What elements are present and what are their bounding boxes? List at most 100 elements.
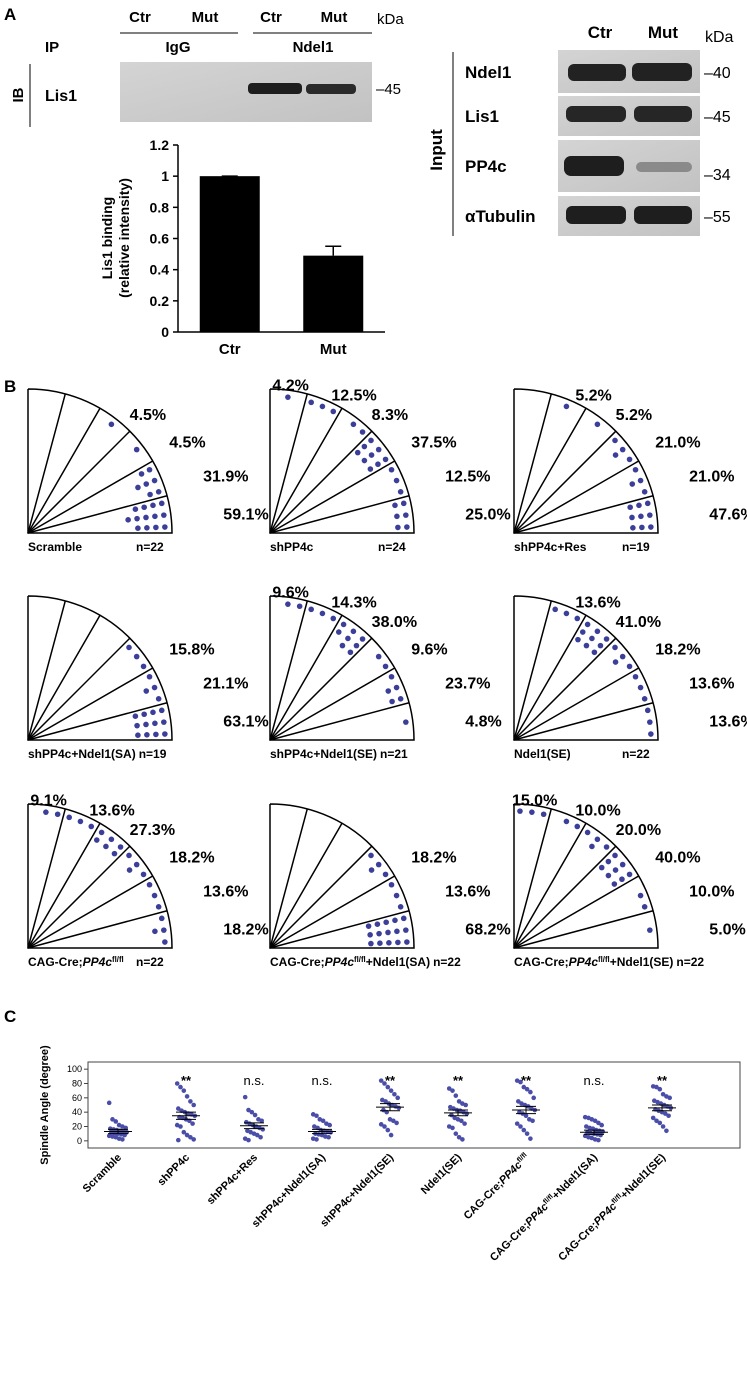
cell-dot xyxy=(350,421,357,428)
cell-dot xyxy=(612,437,618,444)
name-part: shPP4c+Res xyxy=(514,540,587,554)
group-name: CAG-Cre;PP4cfl/fl+Ndel1(SA) xyxy=(270,955,430,970)
cell-dot xyxy=(382,663,389,670)
cell-dot xyxy=(143,688,150,694)
cell-dot xyxy=(141,504,147,511)
name-part: Ndel1(SE) xyxy=(419,1151,464,1196)
percent-label: 27.3% xyxy=(130,822,175,839)
name-part: CAG-Cre; xyxy=(488,1220,532,1264)
sector-line xyxy=(513,875,640,949)
cell-dot xyxy=(133,861,140,868)
cell-dot xyxy=(395,939,401,946)
data-point xyxy=(450,1125,455,1131)
cell-dot xyxy=(140,663,147,670)
sector-line xyxy=(269,407,343,534)
cell-dot xyxy=(639,524,645,531)
cell-dot xyxy=(153,524,159,531)
data-point xyxy=(191,1102,196,1108)
lane-label: Ctr xyxy=(129,9,151,26)
data-point xyxy=(521,1084,527,1090)
sector-line xyxy=(27,430,131,534)
group-name: Scramble xyxy=(81,1152,125,1196)
y-tick-label: 0.8 xyxy=(150,199,170,215)
cell-dot xyxy=(594,836,601,843)
cell-dot xyxy=(354,449,361,456)
cell-dot xyxy=(133,653,140,660)
input-label: Input xyxy=(427,129,446,171)
cell-dot xyxy=(594,421,601,428)
cell-dot xyxy=(388,673,395,680)
data-point xyxy=(320,1118,326,1124)
data-point xyxy=(174,1081,180,1086)
data-point xyxy=(516,1099,521,1104)
data-point xyxy=(654,1118,659,1124)
sector-line xyxy=(269,495,410,534)
lane-label: Mut xyxy=(321,9,348,26)
unit-label: kDa xyxy=(377,11,404,28)
cell-dot xyxy=(103,843,109,850)
data-point xyxy=(394,1120,399,1126)
blot-band xyxy=(564,156,624,176)
cell-dot xyxy=(603,844,610,850)
percent-label: 31.9% xyxy=(203,469,248,486)
group-name: CAG-Cre;PP4cfl/fl xyxy=(461,1151,532,1222)
cell-dot xyxy=(93,837,100,843)
data-point xyxy=(314,1137,319,1142)
percent-label: 12.5% xyxy=(445,469,490,486)
sector-line xyxy=(269,600,308,741)
data-point xyxy=(314,1113,319,1119)
data-point xyxy=(254,1132,260,1138)
rose-frame xyxy=(27,388,173,534)
marker-label: –45 xyxy=(376,81,401,98)
marker-label: –45 xyxy=(704,109,731,126)
data-point xyxy=(592,1118,598,1124)
cell-dot xyxy=(583,642,590,649)
data-point xyxy=(531,1095,536,1101)
percent-label: 4.5% xyxy=(130,407,166,424)
data-point xyxy=(388,1088,394,1093)
cell-dot xyxy=(385,929,391,936)
cell-dot xyxy=(347,649,354,656)
cell-dot xyxy=(389,698,395,705)
cell-dot xyxy=(637,477,644,484)
cell-dot xyxy=(638,513,644,520)
cell-dot xyxy=(619,876,625,883)
cell-dot xyxy=(141,711,147,718)
data-point xyxy=(113,1119,119,1124)
data-point xyxy=(252,1112,258,1118)
group-name: Ndel1(SE) xyxy=(514,747,571,761)
cell-dot xyxy=(393,684,400,691)
cell-dot xyxy=(603,636,610,642)
data-point xyxy=(176,1137,181,1143)
data-point xyxy=(453,1131,459,1136)
sector-line xyxy=(27,702,168,741)
data-point xyxy=(663,1111,668,1116)
group-name: shPP4c xyxy=(156,1152,193,1189)
cell-dot xyxy=(619,653,626,660)
cell-dot xyxy=(611,881,618,887)
data-point xyxy=(654,1084,659,1090)
rose-frame xyxy=(269,388,415,534)
data-point xyxy=(462,1121,467,1126)
significance-label: ** xyxy=(657,1073,668,1088)
cell-dot xyxy=(135,732,141,739)
blot-band xyxy=(568,64,626,81)
cell-dot xyxy=(140,871,147,878)
data-point xyxy=(188,1099,193,1104)
cell-dot xyxy=(285,601,291,607)
data-point xyxy=(326,1134,331,1140)
rose-frame xyxy=(269,803,415,949)
cell-dot xyxy=(552,606,558,613)
data-point xyxy=(178,1124,183,1129)
percent-label: 13.6% xyxy=(689,676,734,693)
cell-dot xyxy=(125,517,131,523)
blot-band xyxy=(636,162,692,172)
cell-dot xyxy=(88,823,95,830)
cell-dot xyxy=(151,684,158,691)
percent-label: 18.2% xyxy=(655,642,700,659)
data-point xyxy=(459,1118,464,1124)
data-point xyxy=(120,1137,125,1142)
sector-line xyxy=(513,460,640,534)
y-tick-label: 60 xyxy=(72,1093,82,1103)
